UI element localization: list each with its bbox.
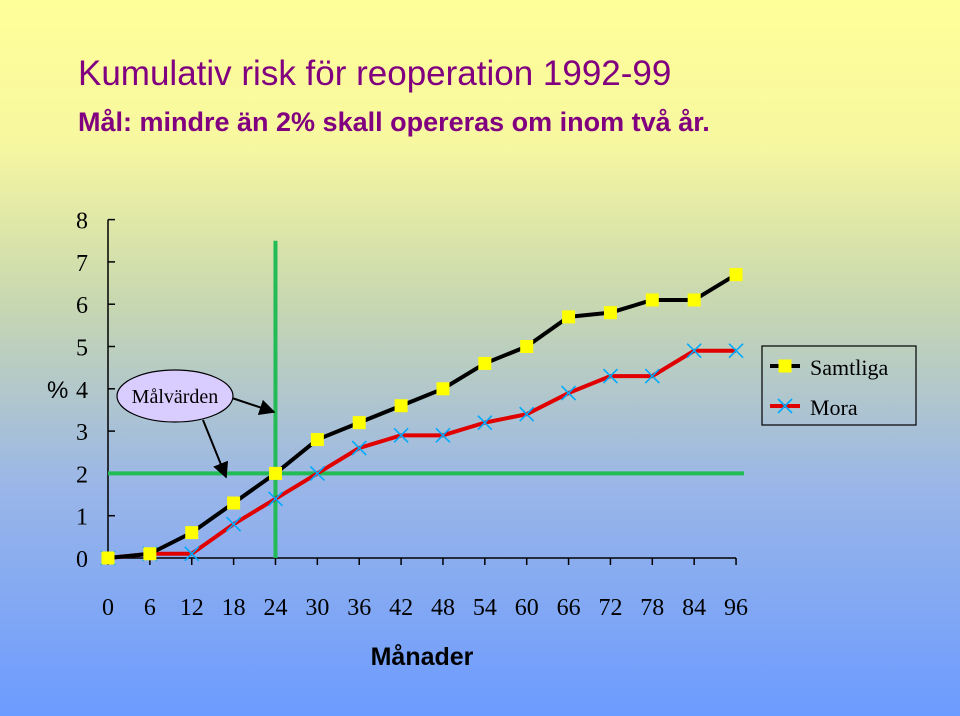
annotation-text: Målvärden: [132, 386, 219, 408]
series-samtliga-point: [520, 340, 534, 353]
y-tick-label: 6: [76, 293, 88, 319]
series-samtliga-point: [143, 547, 157, 561]
annotation-layer: Målvärden: [116, 369, 276, 479]
x-tick-label: 78: [640, 595, 664, 621]
y-tick-label: 8: [76, 209, 88, 235]
x-tick-label: 0: [102, 595, 114, 621]
legend-samtliga-label: Samtliga: [810, 355, 888, 380]
x-tick-label: 18: [222, 595, 246, 621]
slide-title: Kumulativ risk för reoperation 1992-99: [78, 54, 672, 93]
series-mora-point: [267, 491, 284, 507]
annotation-bubble: [116, 369, 234, 423]
y-axis-label: %: [47, 377, 68, 404]
x-tick-label: 24: [263, 595, 287, 621]
chart-legend: Samtliga Mora: [761, 345, 917, 426]
series-samtliga-point: [436, 382, 450, 396]
y-tick-label: 4: [76, 378, 88, 404]
legend-mora-marker: [777, 398, 793, 414]
legend-samtliga-marker: [778, 359, 792, 373]
y-tick-label: 1: [76, 505, 88, 531]
legend-mora-label: Mora: [810, 395, 858, 420]
x-tick-label: 30: [305, 595, 329, 621]
x-tick-label: 48: [431, 595, 455, 621]
x-tick-label: 42: [389, 595, 413, 621]
series-samtliga-point: [603, 306, 617, 320]
series-mora-point: [351, 440, 367, 456]
series-mora-point: [519, 406, 535, 422]
series-samtliga-point: [352, 416, 366, 430]
series-samtliga-point: [268, 466, 282, 480]
series-samtliga-point: [729, 268, 743, 282]
series-samtliga-point: [185, 526, 199, 540]
x-tick-label: 60: [515, 595, 539, 621]
series-mora-point: [226, 516, 242, 532]
x-axis-label: Månader: [371, 643, 474, 671]
series-samtliga-point: [687, 293, 701, 307]
x-tick-label: 66: [557, 595, 581, 621]
x-tick-label: 12: [180, 595, 204, 621]
annotation-arrow-horizontal-target: [202, 419, 229, 479]
annotation-arrow-vertical-target: [228, 396, 276, 416]
x-tick-label: 54: [473, 595, 497, 621]
series-samtliga-point: [101, 551, 115, 565]
series-mora-point: [644, 368, 660, 384]
slide-subtitle: Mål: mindre än 2% skall opereras om inom…: [78, 107, 710, 137]
series-mora-point: [686, 343, 702, 359]
x-tick-label: 72: [598, 595, 622, 621]
x-tick-label: 84: [682, 595, 706, 621]
series-layer: [100, 268, 744, 566]
x-tick-label: 6: [144, 595, 156, 621]
series-mora-point: [393, 427, 409, 443]
series-mora-point: [477, 415, 493, 431]
series-samtliga-point: [478, 356, 492, 370]
series-mora-point: [728, 343, 744, 359]
series-samtliga-point: [562, 310, 576, 324]
y-tick-label: 5: [76, 336, 88, 362]
series-mora-point: [561, 385, 577, 401]
series-samtliga-point: [310, 433, 324, 447]
series-samtliga-point: [394, 399, 408, 413]
series-samtliga-line: [107, 272, 738, 560]
series-mora-point: [435, 427, 451, 443]
series-mora-point: [602, 368, 619, 384]
series-samtliga-point: [227, 496, 241, 510]
legend-box: [761, 345, 917, 426]
x-tick-label: 36: [347, 595, 371, 621]
series-mora-point: [184, 546, 200, 562]
series-mora-line: [107, 348, 737, 560]
y-tick-label: 7: [76, 251, 88, 277]
series-samtliga-point: [645, 293, 659, 307]
y-tick-label: 2: [76, 462, 88, 488]
y-tick-label: 3: [76, 420, 88, 446]
y-tick-label: 0: [76, 547, 88, 573]
series-mora-point: [309, 465, 325, 481]
x-tick-label: 96: [724, 595, 748, 621]
